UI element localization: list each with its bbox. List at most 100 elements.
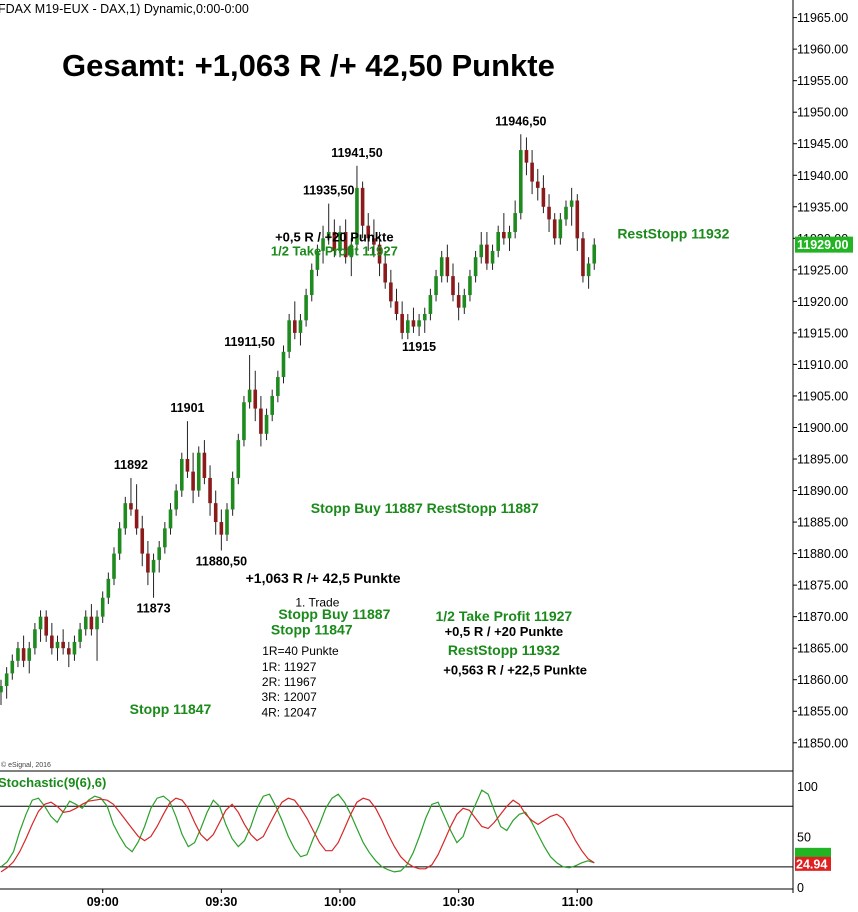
stochastic-value-label: 24.94 xyxy=(796,857,827,871)
price-tick-label: 11910.00 xyxy=(797,358,848,372)
stochastic-label: Stochastic(9(6),6) xyxy=(0,775,106,790)
price-tick-label: 11920.00 xyxy=(797,295,848,309)
candle-body xyxy=(225,509,229,535)
time-tick-label: 09:00 xyxy=(87,895,119,909)
candle-body xyxy=(191,471,195,491)
candle-body xyxy=(456,295,461,308)
symbol-line: FDAX M19-EUX - DAX,1) Dynamic,0:00-0:00 xyxy=(0,2,249,16)
swing-price-label: 11941,50 xyxy=(331,146,382,160)
trade-annotation: Stopp 11847 xyxy=(130,701,212,717)
candle-body xyxy=(106,578,111,598)
trade-annotation: Stopp Buy 11887 xyxy=(278,606,390,622)
candle-body xyxy=(564,206,568,220)
candle-body xyxy=(366,225,371,239)
candle-body xyxy=(360,187,365,226)
candle-body xyxy=(496,232,500,251)
candle-body xyxy=(117,528,122,554)
candle-body xyxy=(21,648,26,661)
candle-body xyxy=(428,295,433,314)
candle-body xyxy=(592,244,597,264)
trade-annotation: 4R: 12047 xyxy=(261,705,317,719)
candle-body xyxy=(0,686,3,693)
trade-annotation: 1/2 Take Profit 11927 xyxy=(435,608,572,624)
price-tick-label: 11940.00 xyxy=(797,169,848,183)
price-tick-label: 11935.00 xyxy=(797,200,848,214)
price-tick-label: 11965.00 xyxy=(797,11,848,25)
candle-body xyxy=(174,490,178,510)
candle-body xyxy=(208,477,212,504)
price-tick-label: 11895.00 xyxy=(797,453,848,467)
price-tick-label: 11905.00 xyxy=(797,389,848,403)
candle-body xyxy=(304,295,308,321)
candle-body xyxy=(112,553,116,579)
trade-annotation: 1R: 11927 xyxy=(262,660,317,674)
stochastic-d-line xyxy=(0,797,595,873)
candle-body xyxy=(27,648,32,661)
candle-body xyxy=(541,187,546,207)
candle-body xyxy=(473,257,478,277)
candle-body xyxy=(293,320,297,333)
price-tick-label: 11900.00 xyxy=(797,421,848,435)
candle-body xyxy=(462,295,467,308)
candle-body xyxy=(72,641,77,655)
time-tick-label: 10:30 xyxy=(443,895,475,909)
stochastic-tick-label: 50 xyxy=(797,831,811,845)
candle-body xyxy=(479,244,484,258)
last-price-label: 11929.00 xyxy=(797,238,848,252)
candle-body xyxy=(309,269,314,296)
candle-body xyxy=(157,547,161,560)
candle-body xyxy=(355,187,359,245)
candle-body xyxy=(83,616,88,630)
candle-body xyxy=(202,452,207,478)
candle-body xyxy=(50,635,54,649)
swing-price-label: 11935,50 xyxy=(303,184,354,198)
candle-body xyxy=(287,320,291,352)
candle-body xyxy=(134,509,139,529)
candle-body xyxy=(372,238,376,245)
candle-body xyxy=(417,320,421,327)
trade-annotation: 3R: 12007 xyxy=(261,690,317,704)
candle-body xyxy=(129,503,133,510)
candle-body xyxy=(406,320,410,333)
candle-body xyxy=(123,503,128,529)
candle-body xyxy=(16,648,20,661)
candle-body xyxy=(400,313,404,333)
candle-body xyxy=(343,232,348,258)
candle-body xyxy=(196,452,201,491)
candle-body xyxy=(434,276,438,296)
price-tick-label: 11850.00 xyxy=(797,736,848,750)
trade-annotation: 1/2 Take Profit 11927 xyxy=(271,243,398,258)
candle-body xyxy=(163,528,167,548)
candle-body xyxy=(507,232,512,239)
candle-body xyxy=(10,660,15,674)
price-tick-label: 11915.00 xyxy=(797,326,848,340)
price-tick-label: 11960.00 xyxy=(797,43,848,57)
candle-body xyxy=(185,459,190,472)
stochastic-tick-label: 100 xyxy=(797,780,818,794)
candle-body xyxy=(4,673,9,687)
candle-body xyxy=(33,629,37,649)
price-tick-label: 11950.00 xyxy=(797,106,848,120)
candle-body xyxy=(298,320,303,333)
candle-body xyxy=(485,244,489,264)
swing-price-label: 11946,50 xyxy=(495,114,546,128)
candle-body xyxy=(569,200,574,207)
price-tick-label: 11865.00 xyxy=(797,642,848,656)
candle-body xyxy=(547,206,551,220)
candle-body xyxy=(180,459,184,491)
candle-body xyxy=(38,616,43,630)
stochastic-k-line xyxy=(0,789,595,873)
trade-annotation: +1,063 R /+ 42,5 Punkte xyxy=(246,570,401,586)
swing-price-label: 11892 xyxy=(114,458,148,472)
candle-body xyxy=(338,232,342,251)
stochastic-panel: 100 50 0 24.94 xyxy=(0,780,831,895)
candle-body xyxy=(326,232,331,239)
candle-body xyxy=(78,629,82,642)
candle-body xyxy=(558,219,563,239)
trade-annotation: +0,563 R / +22,5 Punkte xyxy=(443,663,587,678)
trade-annotation: Stopp 11847 xyxy=(271,621,353,637)
candle-body xyxy=(349,244,354,258)
price-tick-label: 11880.00 xyxy=(797,547,848,561)
trade-annotation: RestStopp 11932 xyxy=(448,642,560,658)
watermark: © eSignal, 2016 xyxy=(1,761,51,769)
